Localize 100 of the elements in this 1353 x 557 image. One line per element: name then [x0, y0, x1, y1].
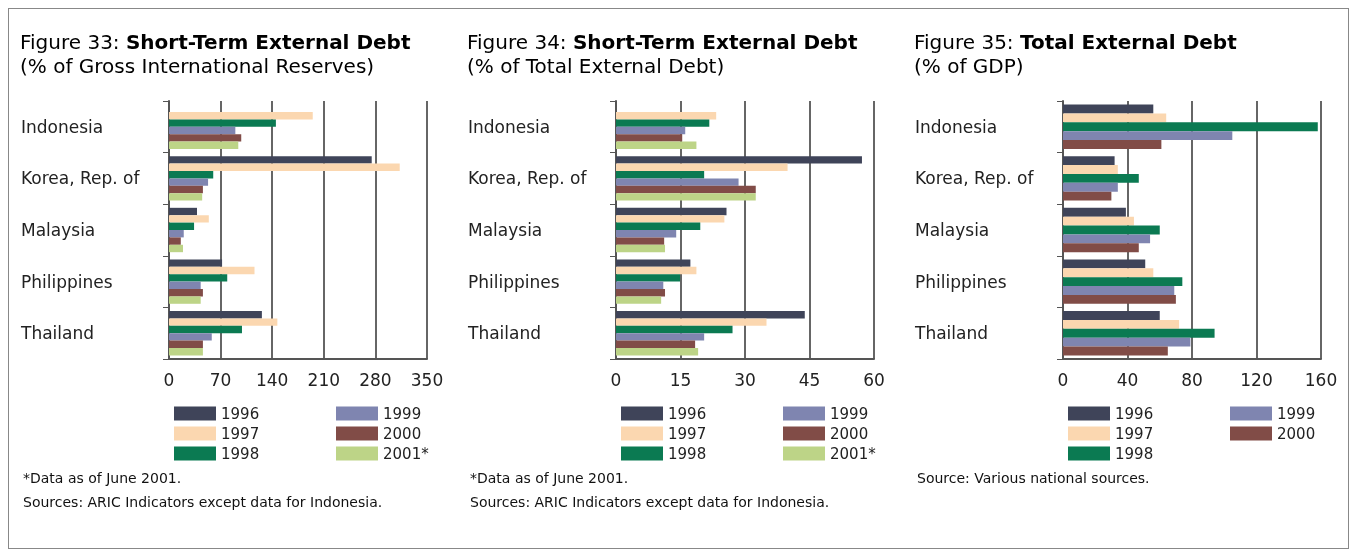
- x-tick-label: 120: [1240, 369, 1273, 390]
- bar: [616, 230, 677, 238]
- bar: [169, 119, 276, 127]
- bar: [169, 237, 181, 245]
- x-tick-label: 160: [1304, 369, 1338, 390]
- chart-title: Figure 34: Short-Term External Debt: [467, 30, 858, 54]
- bar: [1063, 328, 1215, 338]
- bar: [616, 119, 710, 127]
- bar: [169, 274, 228, 282]
- source-note: Sources: ARIC Indicators except data for Indonesia.: [23, 493, 383, 511]
- bar: [169, 325, 242, 334]
- source-note: Sources: ARIC Indicators except data for Indonesia.: [470, 493, 830, 511]
- bar: [169, 296, 201, 304]
- y-tick-label: Philippines: [21, 271, 113, 292]
- legend-label: 1998: [221, 444, 260, 463]
- bar: [616, 289, 666, 297]
- text: *Data as of June 2001.: [23, 469, 183, 487]
- bar: [169, 156, 372, 164]
- bar: [169, 207, 198, 216]
- x-tick-label: 210: [307, 369, 341, 390]
- x-tick-label: 0: [610, 369, 622, 390]
- chart-title: Figure 33: Short-Term External Debt: [20, 30, 411, 54]
- legend-label: 2001*: [383, 444, 430, 463]
- bar: [616, 171, 705, 179]
- bar: [616, 244, 666, 253]
- chart-title: Figure 35: Total External Debt: [914, 30, 1238, 54]
- x-tick-label: 70: [209, 369, 232, 390]
- bar: [616, 193, 756, 201]
- bar: [169, 289, 203, 297]
- bar: [169, 318, 278, 326]
- x-tick-label: 0: [163, 369, 175, 390]
- bar: [169, 215, 209, 223]
- legend-label: 2000: [830, 424, 869, 443]
- bar: [616, 163, 788, 171]
- legend-label: 2000: [383, 424, 422, 443]
- legend-label: 2000: [1277, 424, 1316, 443]
- legend-label: 1999: [1277, 404, 1316, 423]
- x-tick-label: 45: [798, 369, 821, 390]
- x-tick-label: 60: [863, 369, 885, 390]
- bar: [1063, 225, 1160, 235]
- x-tick-label: 0: [1057, 369, 1069, 390]
- y-tick-label: Indonesia: [915, 116, 998, 137]
- legend-label: 1998: [668, 444, 707, 463]
- bar: [616, 222, 701, 230]
- bar: [169, 340, 203, 348]
- bar: [169, 141, 239, 149]
- y-tick-label: Korea, Rep. of: [468, 168, 588, 189]
- x-tick-label: 140: [255, 369, 289, 390]
- y-tick-label: Malaysia: [915, 220, 990, 240]
- legend-label: 1997: [221, 424, 260, 443]
- bar: [616, 318, 767, 326]
- legend-label: 1996: [221, 404, 260, 423]
- bar: [169, 185, 203, 194]
- bar: [169, 112, 313, 120]
- bar: [1063, 277, 1183, 287]
- bar: [1063, 182, 1118, 192]
- bar: [1063, 259, 1146, 269]
- bar: [169, 347, 203, 356]
- legend-label: 1999: [830, 404, 869, 423]
- y-tick-label: Korea, Rep. of: [915, 168, 1035, 189]
- legend-label: 1997: [668, 424, 707, 443]
- bar: [616, 126, 686, 135]
- bar: [616, 141, 697, 149]
- text: *Data as of June 2001.: [470, 469, 630, 487]
- bar: [1063, 286, 1175, 295]
- x-tick-label: 280: [359, 369, 392, 390]
- y-tick-label: Philippines: [915, 271, 1007, 292]
- legend-label: 1998: [1115, 444, 1154, 463]
- bar: [1063, 191, 1112, 201]
- bar: [616, 237, 665, 245]
- bar: [169, 178, 209, 186]
- x-tick-label: 80: [1181, 369, 1203, 390]
- bar: [169, 259, 223, 267]
- x-tick-label: 15: [669, 369, 692, 390]
- x-tick-label: 30: [734, 369, 756, 390]
- bar: [616, 311, 805, 319]
- bar: [169, 171, 214, 179]
- legend-label: 1996: [668, 404, 707, 423]
- bar: [616, 185, 756, 194]
- bar: [169, 163, 400, 171]
- legend-label: 1997: [1115, 424, 1154, 443]
- x-tick-label: 350: [410, 369, 444, 390]
- bar: [1063, 268, 1154, 278]
- y-tick-label: Malaysia: [21, 220, 96, 240]
- source-note: Source: Various national sources.: [917, 469, 1151, 487]
- y-tick-label: Indonesia: [468, 116, 551, 137]
- bar: [1063, 319, 1180, 329]
- bar: [1063, 165, 1118, 174]
- bar: [616, 156, 862, 164]
- bar: [616, 266, 697, 275]
- bar: [616, 134, 683, 142]
- y-tick-label: Korea, Rep. of: [21, 168, 141, 189]
- bar: [1063, 243, 1139, 253]
- bar: [169, 333, 212, 341]
- y-tick-label: Philippines: [468, 271, 560, 292]
- chart-subtitle: (% of Gross International Reserves): [20, 54, 375, 78]
- bar: [1063, 173, 1139, 183]
- y-tick-label: Malaysia: [468, 220, 543, 240]
- bar: [616, 347, 699, 356]
- bar: [1063, 311, 1160, 320]
